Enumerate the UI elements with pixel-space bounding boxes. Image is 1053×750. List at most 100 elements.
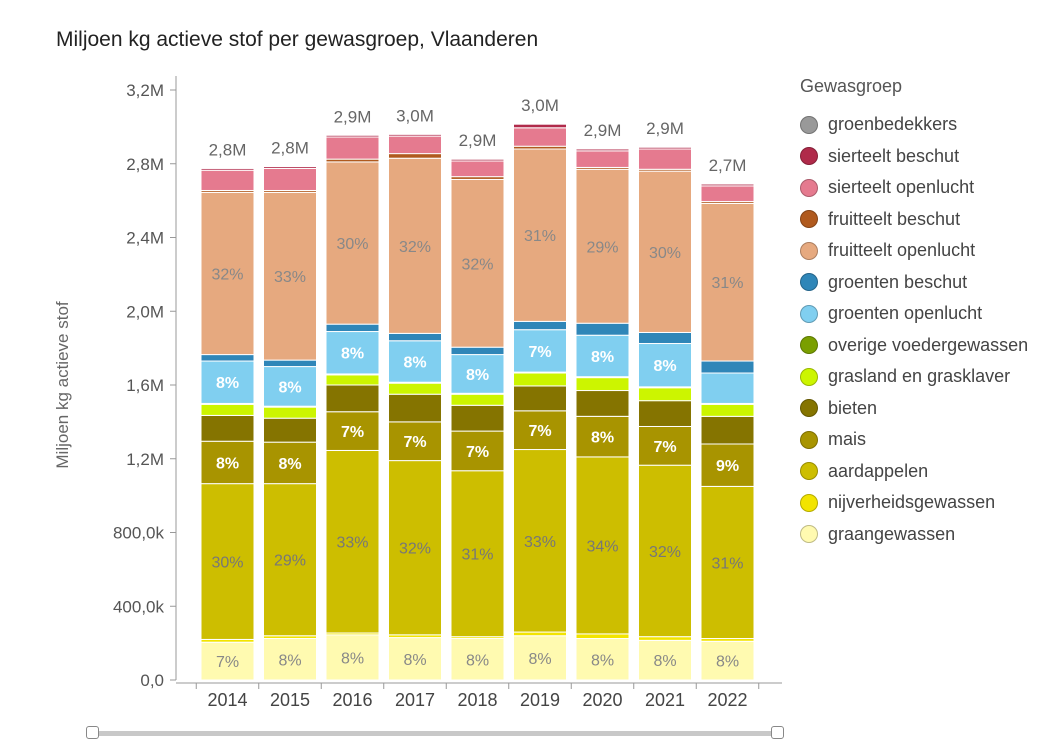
bar-segment[interactable] [325,331,380,375]
bar-segment[interactable] [700,443,755,487]
bar-segment[interactable] [450,393,505,406]
bar-segment[interactable] [513,631,567,637]
bar-segment[interactable] [325,449,380,634]
bar-segment[interactable] [388,157,442,334]
bar-segment[interactable] [638,145,692,148]
slider-track[interactable] [92,731,778,736]
bar-segment[interactable] [575,168,630,324]
slider-handle-left[interactable] [86,726,99,739]
bar-segment[interactable] [200,169,255,191]
bar-segment[interactable] [638,148,692,170]
bar-segment[interactable] [513,148,567,322]
bar-segment[interactable] [388,132,442,135]
bar-segment[interactable] [513,320,567,331]
bar-segment[interactable] [388,393,442,423]
bar-segment[interactable] [450,430,505,472]
legend-item[interactable]: fruitteelt beschut [800,204,1052,236]
bar-segment[interactable] [388,135,442,155]
bar-segment[interactable] [450,160,505,178]
bar-segment[interactable] [325,411,380,451]
bar-segment[interactable] [513,372,567,387]
legend-item[interactable]: fruitteelt openlucht [800,235,1052,267]
legend-item[interactable]: aardappelen [800,456,1052,488]
bar-segment[interactable] [388,637,442,681]
bar-segment[interactable] [638,387,692,402]
bar-segment[interactable] [200,403,255,416]
legend-item[interactable]: groenbedekkers [800,109,1052,141]
bar-segment[interactable] [575,147,630,150]
bar-segment[interactable] [263,441,317,485]
bar-segment[interactable] [575,377,630,392]
bar-segment[interactable] [450,157,505,160]
bar-segment[interactable] [263,359,317,368]
bar-segment[interactable] [325,161,380,325]
bar-segment[interactable] [200,360,255,404]
bar-segment[interactable] [388,332,442,342]
bar-segment[interactable] [450,404,505,432]
bar-segment[interactable] [700,403,755,417]
bar-segment[interactable] [575,638,630,681]
bar-segment[interactable] [575,415,630,458]
bar-segment[interactable] [575,334,630,378]
slider-handle-right[interactable] [771,726,784,739]
bar-segment[interactable] [388,382,442,395]
bar-segment[interactable] [700,415,755,445]
bar-segment[interactable] [325,133,380,136]
legend-item[interactable]: sierteelt openlucht [800,172,1052,204]
bar-segment[interactable] [700,485,755,640]
bar-segment[interactable] [700,372,755,404]
bar-segment[interactable] [388,340,442,383]
bar-segment[interactable] [638,343,692,388]
bar-segment[interactable] [575,390,630,417]
bar-segment[interactable] [700,185,755,203]
bar-segment[interactable] [638,400,692,427]
bar-segment[interactable] [513,123,567,129]
bar-segment[interactable] [513,122,567,125]
bar-segment[interactable] [200,166,255,169]
bar-segment[interactable] [700,360,755,374]
bar-segment[interactable] [638,425,692,466]
bar-segment[interactable] [575,150,630,168]
bar-segment[interactable] [325,384,380,413]
legend-item[interactable]: nijverheidsgewassen [800,487,1052,519]
bar-segment[interactable] [638,639,692,681]
legend-item[interactable]: groenten openlucht [800,298,1052,330]
bar-segment[interactable] [450,638,505,681]
bar-segment[interactable] [263,483,317,637]
bar-segment[interactable] [700,182,755,185]
bar-segment[interactable] [388,460,442,636]
bar-segment[interactable] [575,322,630,336]
legend-item[interactable]: groenten beschut [800,267,1052,299]
bar-segment[interactable] [325,374,380,386]
bar-segment[interactable] [200,191,255,356]
bar-segment[interactable] [263,406,317,419]
bar-segment[interactable] [575,633,630,640]
bar-segment[interactable] [325,136,380,160]
year-range-slider[interactable] [86,726,784,740]
bar-segment[interactable] [513,410,567,451]
bar-segment[interactable] [263,366,317,407]
bar-segment[interactable] [513,385,567,412]
bar-segment[interactable] [575,456,630,635]
bar-segment[interactable] [325,634,380,681]
bar-segment[interactable] [325,323,380,333]
bar-segment[interactable] [513,449,567,633]
bar-segment[interactable] [638,636,692,641]
bar-segment[interactable] [450,346,505,356]
legend-item[interactable]: graangewassen [800,519,1052,551]
bar-segment[interactable] [513,127,567,147]
bar-segment[interactable] [388,153,442,159]
bar-segment[interactable] [200,354,255,362]
bar-segment[interactable] [450,470,505,638]
bar-segment[interactable] [638,331,692,345]
bar-segment[interactable] [263,167,317,191]
bar-segment[interactable] [263,165,317,168]
legend-item[interactable]: grasland en grasklaver [800,361,1052,393]
legend-item[interactable]: sierteelt beschut [800,141,1052,173]
legend-item[interactable]: mais [800,424,1052,456]
bar-segment[interactable] [263,417,317,443]
legend-item[interactable]: overige voedergewassen [800,330,1052,362]
legend-item[interactable]: bieten [800,393,1052,425]
bar-segment[interactable] [450,178,505,348]
bar-segment[interactable] [200,414,255,442]
